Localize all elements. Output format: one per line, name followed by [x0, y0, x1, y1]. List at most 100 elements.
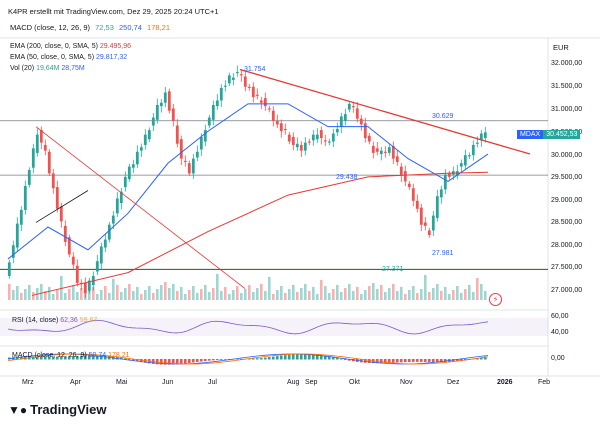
macd-bar	[60, 356, 63, 360]
candle-body	[111, 215, 115, 224]
candle-body	[239, 74, 243, 76]
volume-bar	[408, 290, 411, 300]
macd-bar	[212, 359, 215, 361]
month-label: Dez	[447, 379, 460, 386]
candle-body	[379, 150, 383, 155]
ticker-badge[interactable]: MDAX 30.452,53	[517, 130, 581, 139]
price-axis-label: 28.500,00	[551, 219, 583, 226]
macd-bar	[304, 353, 307, 360]
candle-body	[355, 108, 359, 119]
candle-body	[279, 123, 283, 132]
volume-bar	[48, 287, 51, 300]
brand-icon: ▼●	[8, 403, 28, 417]
macd-legend-label: MACD (close, 12, 26, 9)	[12, 352, 87, 359]
volume-bar	[176, 291, 179, 300]
lightning-icon[interactable]: ⚡	[489, 293, 502, 306]
volume-bar	[340, 292, 343, 300]
volume-bar	[68, 289, 71, 300]
volume-bar	[308, 291, 311, 300]
macd-bar	[480, 357, 483, 360]
candle-body	[371, 146, 375, 153]
volume-bar	[56, 290, 59, 300]
candle-body	[479, 133, 483, 141]
rsi-legend-v2: 59,67	[79, 317, 98, 324]
price-axis-label: 31.500,00	[551, 83, 583, 90]
candle-body	[307, 141, 311, 143]
rsi-legend[interactable]: RSI (14, close) 62,36 59,67	[12, 317, 97, 324]
macd-bar	[196, 359, 199, 362]
candle-body	[427, 230, 431, 235]
candle-body	[339, 116, 343, 127]
macd-legend[interactable]: MACD (close, 12, 26, 9) 50,74 178,21	[12, 352, 130, 359]
candle-body	[199, 136, 203, 150]
volume-bar	[476, 278, 479, 300]
macd-bar	[140, 359, 143, 363]
volume-bar	[480, 284, 483, 300]
candle-body	[43, 144, 47, 151]
macd-bar	[208, 359, 211, 361]
candle-body	[19, 209, 23, 225]
candle-body	[267, 108, 271, 110]
volume-bar	[236, 286, 239, 300]
volume-bar	[472, 292, 475, 300]
candle-body	[443, 174, 447, 190]
candle-body	[439, 189, 443, 198]
candle-body	[231, 77, 235, 80]
macd-bar	[180, 359, 183, 364]
candle-body	[163, 92, 167, 103]
volume-bar	[320, 280, 323, 300]
macd-bar	[132, 359, 135, 361]
candle-body	[187, 163, 191, 174]
candle-body	[259, 100, 263, 103]
volume-bar	[372, 283, 375, 300]
volume-bar	[64, 293, 67, 300]
month-label: Aug	[287, 379, 300, 386]
candle-body	[115, 198, 119, 214]
legend-ema50[interactable]: EMA (50, close, 0, SMA, 5) 29.817,32	[10, 54, 127, 61]
macd-bar	[176, 359, 179, 365]
volume-bar	[284, 293, 287, 300]
candle-body	[219, 87, 223, 101]
month-label: Mrz	[22, 379, 34, 386]
candle-body	[291, 136, 295, 145]
volume-bar	[180, 287, 183, 300]
macd-bar	[296, 354, 299, 360]
volume-bar	[360, 294, 363, 300]
macd-bar	[96, 355, 99, 360]
legend-ema200[interactable]: EMA (200, close, 0, SMA, 5) 29.495,96	[10, 43, 131, 50]
rsi-axis-60: 60,00	[551, 313, 569, 320]
macd-bar	[44, 356, 47, 360]
top-indicator-v3: 178,21	[147, 23, 170, 32]
volume-bar	[244, 289, 247, 300]
macd-bar	[408, 359, 411, 362]
macd-bar	[344, 359, 347, 360]
volume-bar	[80, 288, 83, 300]
macd-bar	[188, 359, 191, 363]
macd-bar	[336, 357, 339, 360]
volume-bar	[328, 293, 331, 300]
candle-body	[127, 166, 131, 180]
volume-bar	[76, 292, 79, 300]
candle-body	[171, 108, 175, 121]
legend-volume[interactable]: Vol (20) 19,64M 28,75M	[10, 65, 85, 72]
volume-bar	[32, 292, 35, 300]
month-label: Jun	[162, 379, 174, 386]
month-label: Feb	[538, 379, 551, 386]
candle-body	[23, 185, 27, 210]
macd-bar	[124, 358, 127, 360]
macd-bar	[56, 356, 59, 360]
volume-bar	[292, 285, 295, 300]
candle-body	[415, 200, 419, 209]
price-axis-label: 31.000,00	[551, 106, 583, 113]
volume-bar	[248, 285, 251, 300]
candle-body	[299, 144, 303, 151]
candle-body	[271, 110, 275, 121]
brand-logo[interactable]: ▼● TradingView	[8, 402, 106, 417]
candle-body	[103, 239, 107, 248]
candle-body	[351, 106, 355, 108]
volume-bar	[444, 287, 447, 300]
volume-bar	[376, 289, 379, 300]
legend-ema200-value: 29.495,96	[99, 43, 132, 50]
month-label: 2026	[497, 379, 513, 386]
month-label: Apr	[70, 379, 81, 386]
